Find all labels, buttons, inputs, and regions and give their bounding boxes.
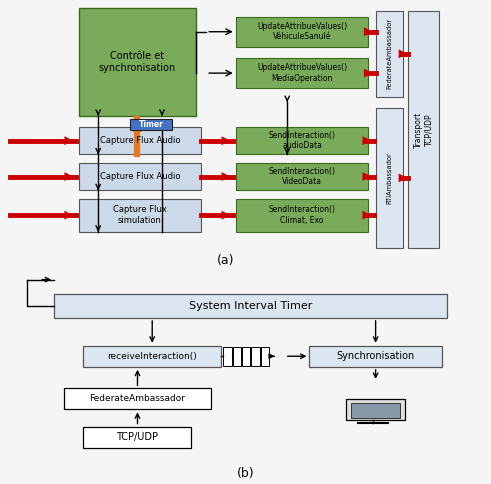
- Bar: [233, 347, 241, 366]
- Text: receiveInteraction(): receiveInteraction(): [108, 352, 197, 361]
- Text: Transport
TCP/UDP: Transport TCP/UDP: [414, 111, 433, 148]
- Bar: [261, 347, 269, 366]
- Bar: [79, 8, 196, 116]
- Bar: [236, 163, 368, 190]
- Bar: [130, 119, 172, 130]
- Text: RTIAmbassador: RTIAmbassador: [386, 152, 392, 204]
- Text: Capture Flux Audio: Capture Flux Audio: [100, 136, 180, 145]
- Bar: [376, 11, 403, 97]
- Bar: [346, 399, 405, 420]
- Bar: [236, 58, 368, 88]
- Text: System Interval Timer: System Interval Timer: [189, 301, 312, 311]
- Text: Synchronisation: Synchronisation: [336, 351, 415, 361]
- Text: (a): (a): [217, 254, 235, 267]
- Bar: [251, 347, 260, 366]
- Text: Timer: Timer: [138, 120, 164, 129]
- Bar: [309, 346, 442, 367]
- Text: (b): (b): [237, 467, 254, 480]
- Text: UpdateAttribueValues()
MediaOperation: UpdateAttribueValues() MediaOperation: [257, 63, 347, 83]
- Bar: [236, 16, 368, 47]
- Text: Capture Flux Audio: Capture Flux Audio: [100, 172, 180, 181]
- Bar: [64, 388, 211, 409]
- Text: Capture Flux
simulation: Capture Flux simulation: [113, 206, 167, 225]
- Bar: [79, 127, 201, 154]
- Text: Contrôle et
synchronisation: Contrôle et synchronisation: [99, 51, 176, 73]
- Bar: [351, 403, 400, 418]
- Bar: [236, 198, 368, 232]
- Bar: [79, 198, 201, 232]
- Bar: [223, 347, 232, 366]
- Text: FederateAmbassador: FederateAmbassador: [89, 394, 186, 403]
- Bar: [79, 163, 201, 190]
- Bar: [236, 127, 368, 154]
- Bar: [242, 347, 250, 366]
- Text: TCP/UDP: TCP/UDP: [116, 432, 159, 442]
- Text: UpdateAttribueValues()
VéhiculeSanulé: UpdateAttribueValues() VéhiculeSanulé: [257, 22, 347, 42]
- Text: SendInteraction()
VideoData: SendInteraction() VideoData: [269, 167, 335, 186]
- Bar: [376, 107, 403, 248]
- Text: SendInteraction()
audioData: SendInteraction() audioData: [269, 131, 335, 151]
- Bar: [408, 11, 439, 248]
- Bar: [54, 294, 447, 318]
- Bar: [83, 426, 191, 448]
- Text: SendInteraction()
Climat, Exo: SendInteraction() Climat, Exo: [269, 206, 335, 225]
- Text: FederateAmbassador: FederateAmbassador: [386, 18, 392, 90]
- Bar: [83, 346, 221, 367]
